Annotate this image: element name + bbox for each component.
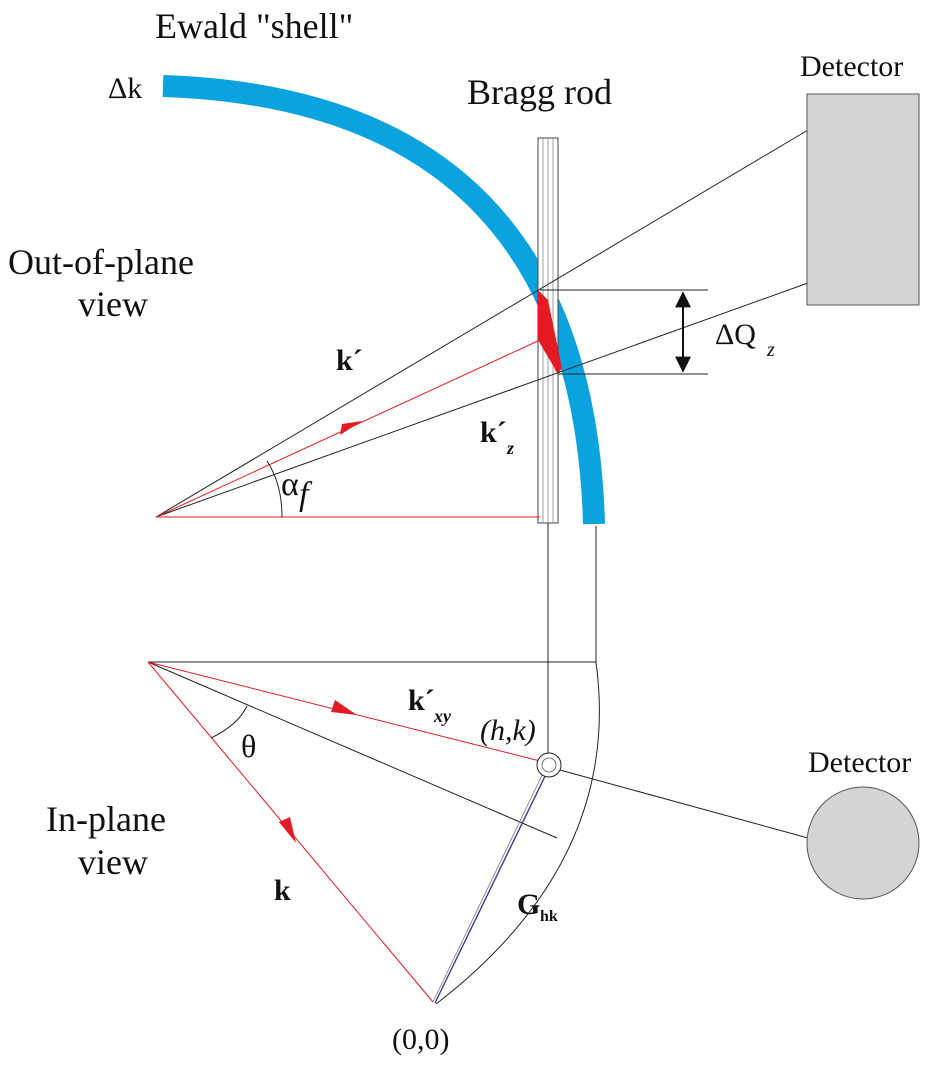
delta-q-label: ΔQ bbox=[715, 318, 756, 351]
detector-circle bbox=[806, 786, 920, 900]
delta-q-subscript: z bbox=[766, 339, 775, 361]
k-prime-arrowhead bbox=[340, 421, 362, 435]
ewald-shell-arc bbox=[162, 75, 605, 525]
g-hk-vector-shadow bbox=[432, 768, 546, 1003]
k-arrowhead bbox=[279, 817, 296, 843]
alpha-label: α bbox=[281, 466, 299, 503]
ewald-circle-arc bbox=[435, 661, 600, 1005]
g-hk-vector bbox=[434, 767, 550, 1004]
bragg-rod-label: Bragg rod bbox=[467, 72, 612, 112]
k-prime-label: k´ bbox=[336, 344, 363, 377]
g-hk-subscript: hk bbox=[540, 908, 558, 925]
origin-label: (0,0) bbox=[392, 1023, 449, 1056]
alpha-subscript: f bbox=[299, 476, 313, 513]
theta-angle-arc bbox=[210, 705, 248, 739]
detector-bottom-label: Detector bbox=[808, 746, 911, 779]
in-plane-label-line1: In-plane bbox=[46, 799, 166, 839]
out-of-plane-label-line1: Out-of-plane bbox=[8, 242, 194, 282]
hk-point-outer bbox=[536, 752, 562, 778]
g-hk-label: G bbox=[517, 888, 540, 921]
k-prime-xy-subscript: xy bbox=[433, 706, 452, 726]
intersection-region-fill bbox=[538, 290, 562, 374]
delta-k-label: Δk bbox=[108, 72, 142, 105]
in-plane-label-line2: view bbox=[78, 842, 148, 882]
in-plane-diagonal bbox=[147, 661, 558, 839]
alpha-angle-arc bbox=[266, 460, 283, 518]
hk-to-detector-line bbox=[559, 769, 809, 839]
k-prime-z-subscript: z bbox=[506, 438, 514, 458]
k-label: k bbox=[274, 874, 291, 907]
theta-label: θ bbox=[241, 728, 256, 764]
detector-top-label: Detector bbox=[800, 50, 903, 83]
hk-point-inner bbox=[541, 757, 557, 773]
k-prime-xy-label: k´ bbox=[408, 684, 435, 717]
ewald-shell-label: Ewald "shell" bbox=[155, 6, 353, 46]
out-of-plane-label-line2: view bbox=[78, 284, 148, 324]
outer-ray-lower bbox=[155, 282, 809, 518]
hk-point-label: (h,k) bbox=[480, 714, 536, 747]
detector-rectangle bbox=[806, 93, 920, 306]
k-prime-xy-arrowhead bbox=[331, 700, 357, 715]
k-prime-z-label: k´ bbox=[480, 416, 507, 449]
outer-ray-upper bbox=[155, 129, 809, 518]
